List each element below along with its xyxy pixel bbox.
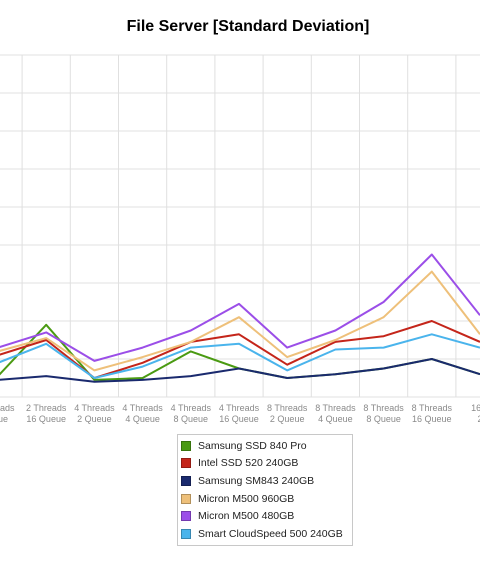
x-tick-label: 8 Threads 8 Queue [363,403,404,424]
legend-item: Micron M500 480GB [181,507,352,525]
legend-label: Intel SSD 520 240GB [198,457,299,470]
legend-swatch [181,528,191,539]
legend-swatch [181,440,191,451]
x-tick-label: 8 Threads 16 Queue [412,403,453,424]
series-line-smart-cloudspeed-500-240gb [0,333,480,379]
legend-item: Samsung SSD 840 Pro [181,437,352,455]
x-tick-label: 16 T2 [471,403,480,424]
x-tick-label: 8 Threads 4 Queue [315,403,356,424]
legend-label: Smart CloudSpeed 500 240GB [198,527,343,540]
grid [0,54,480,398]
series-lines [0,253,480,383]
series-line-samsung-sm843-240gb [0,358,480,383]
legend: Samsung SSD 840 Pro Intel SSD 520 240GB Sa… [177,434,353,546]
legend-label: Samsung SM843 240GB [198,474,315,487]
x-tick-label: 2 Threads 16 Queue [26,403,67,424]
legend-label: Samsung SSD 840 Pro [198,439,307,452]
legend-swatch [181,475,191,486]
series-line-micron-m500-480gb [0,253,480,362]
x-tick-label: 4 Threads 16 Queue [219,403,260,424]
legend-swatch [181,458,191,469]
legend-item: Intel SSD 520 240GB [181,455,352,473]
legend-item: Smart CloudSpeed 500 240GB [181,525,352,543]
x-tick-label: 8 Threads 2 Queue [267,403,308,424]
legend-label: Micron M500 960GB [198,492,295,505]
x-tick-label: 4 Threads 4 Queue [122,403,163,424]
legend-swatch [181,511,191,522]
x-tick-label: 4 Threads 8 Queue [171,403,212,424]
legend-label: Micron M500 480GB [198,510,295,523]
chart-title: File Server [Standard Deviation] [126,18,370,35]
legend-item: Samsung SM843 240GB [181,472,352,490]
x-tick-label: 4 Threads 2 Queue [74,403,115,424]
series-line-micron-m500-960gb [0,270,480,372]
legend-item: Micron M500 960GB [181,490,352,508]
series-line-intel-ssd-520-240gb [0,320,480,379]
x-tick-label: Threadsueue [0,403,15,424]
legend-swatch [181,493,191,504]
